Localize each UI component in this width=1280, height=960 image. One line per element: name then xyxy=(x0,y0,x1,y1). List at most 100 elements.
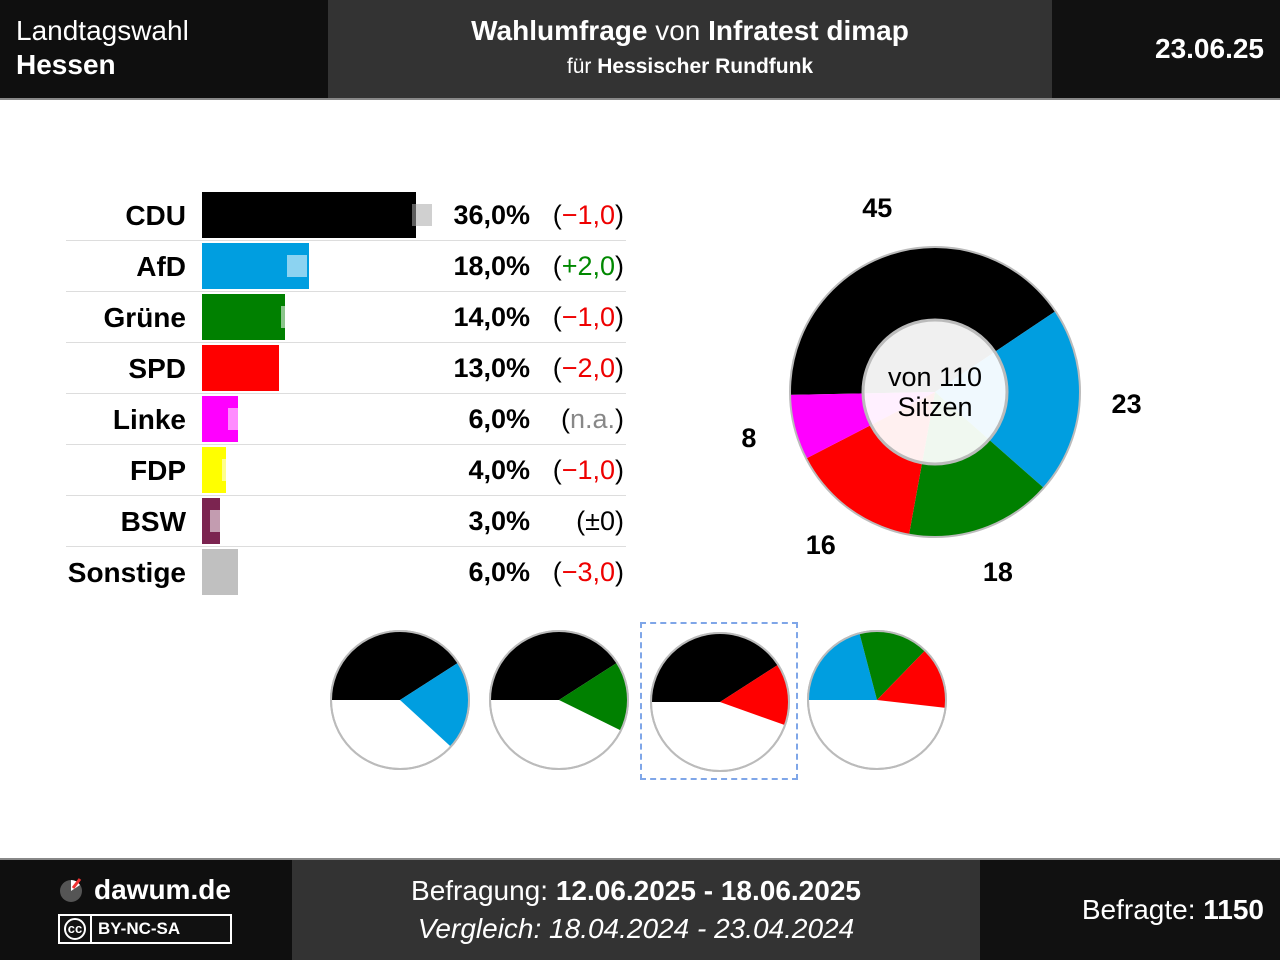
donut-center-line2: Sitzen xyxy=(897,392,973,422)
party-percentage: 36,0% xyxy=(453,200,530,230)
donut-hole xyxy=(861,318,1009,466)
party-percentage: 18,0% xyxy=(453,251,530,281)
paren-open: ( xyxy=(552,557,562,587)
party-percentage: 4,0% xyxy=(468,455,530,485)
change-value: −3,0 xyxy=(561,557,615,587)
coalition-pie[interactable] xyxy=(799,622,957,780)
pollster-name: Infratest dimap xyxy=(708,15,909,46)
previous-value-marker xyxy=(209,510,230,532)
party-name: AfD xyxy=(136,251,186,282)
coalition-pie-svg xyxy=(650,632,790,772)
poll-title: Wahlumfrage von Infratest dimap für Hess… xyxy=(328,0,1052,98)
paren-close: ) xyxy=(615,506,624,536)
party-percentage: 6,0% xyxy=(468,557,530,587)
party-name: CDU xyxy=(125,200,186,231)
coalition-pie-rim xyxy=(489,630,629,770)
paren-open: ( xyxy=(552,302,562,332)
poll-title-line: Wahlumfrage von Infratest dimap xyxy=(328,14,1052,48)
coalition-segment xyxy=(331,631,459,700)
sample-size: Befragte: 1150 xyxy=(980,860,1280,960)
previous-value-marker xyxy=(411,204,432,226)
survey-period: Befragung: 12.06.2025 - 18.06.2025 xyxy=(292,874,980,908)
survey-period-label: Befragung: xyxy=(411,875,556,906)
previous-value-marker xyxy=(287,255,308,277)
party-bar xyxy=(202,549,238,595)
poll-client-prefix: für xyxy=(566,55,598,78)
party-change: (±0) xyxy=(536,496,624,547)
compare-period: Vergleich: 18.04.2024 - 23.04.2024 xyxy=(292,912,980,946)
previous-value-marker xyxy=(245,561,266,583)
party-name: FDP xyxy=(130,455,186,486)
coalition-pie-svg xyxy=(489,630,629,770)
coalition-segment xyxy=(808,633,877,700)
brand[interactable]: dawum.de xyxy=(58,874,231,906)
sample-size-value: 1150 xyxy=(1203,894,1264,925)
paren-close: ) xyxy=(615,404,624,434)
cc-icon-text: cc xyxy=(64,918,86,940)
party-name: BSW xyxy=(120,506,186,537)
coalition-pie-svg xyxy=(330,630,470,770)
paren-open: ( xyxy=(552,200,562,230)
coalition-pie-rim xyxy=(807,630,947,770)
poll-title-von: von xyxy=(647,15,709,46)
paren-open: ( xyxy=(552,251,562,281)
coalition-pie[interactable] xyxy=(481,622,639,780)
previous-value-marker xyxy=(281,306,302,328)
party-change: (−1,0) xyxy=(536,445,624,496)
paren-close: ) xyxy=(615,557,624,587)
party-bar xyxy=(202,447,226,493)
party-row: Grüne 14,0% (−1,0) xyxy=(66,292,626,343)
change-value: −1,0 xyxy=(561,302,615,332)
party-name: Sonstige xyxy=(67,557,186,588)
coalition-pie[interactable] xyxy=(640,622,798,780)
paren-close: ) xyxy=(615,200,624,230)
coalition-segment xyxy=(859,631,926,700)
previous-value-marker xyxy=(281,357,302,379)
coalition-segment xyxy=(720,664,789,726)
paren-open: ( xyxy=(560,404,570,434)
survey-period-value: 12.06.2025 - 18.06.2025 xyxy=(555,875,861,906)
change-value: +2,0 xyxy=(561,251,615,281)
coalition-segment xyxy=(490,631,618,700)
seat-count-label: 8 xyxy=(741,423,757,454)
seat-distribution-chart: 45 23 18 16 8 von 110 Sitzen xyxy=(736,190,1156,590)
coalition-segment xyxy=(877,650,946,708)
party-percentage: 3,0% xyxy=(468,506,530,536)
party-percentage: 14,0% xyxy=(453,302,530,332)
brand-name: dawum.de xyxy=(94,874,231,905)
change-value: ±0 xyxy=(585,506,615,536)
paren-open: ( xyxy=(552,455,562,485)
coalition-pie-svg xyxy=(807,630,947,770)
previous-value-marker xyxy=(227,408,248,430)
party-row: Sonstige 6,0% (−3,0) xyxy=(66,547,626,598)
donut-outline xyxy=(789,246,1081,538)
donut-center-line1: von 110 xyxy=(887,362,983,392)
poll-title-word: Wahlumfrage xyxy=(471,15,648,46)
seat-count-label: 45 xyxy=(862,192,893,223)
sample-size-label: Befragte: xyxy=(1081,894,1204,925)
results-bar-chart: CDU 36,0% (−1,0) AfD 18,0% (+2,0) Grüne 14,0% (−… xyxy=(66,190,626,598)
cc-icon: cc xyxy=(60,916,90,942)
party-name: SPD xyxy=(128,353,186,384)
header-divider xyxy=(0,98,1280,100)
party-row: AfD 18,0% (+2,0) xyxy=(66,241,626,292)
poll-client: Hessischer Rundfunk xyxy=(597,55,814,78)
paren-close: ) xyxy=(615,251,624,281)
party-change: (n.a.) xyxy=(536,394,624,445)
party-row: BSW 3,0% (±0) xyxy=(66,496,626,547)
election-title: Landtagswahl Hessen xyxy=(0,0,328,98)
party-change: (−3,0) xyxy=(536,547,624,598)
dawum-logo-icon xyxy=(60,878,82,902)
party-percentage: 6,0% xyxy=(468,404,530,434)
paren-close: ) xyxy=(615,455,624,485)
compare-period-value: 18.04.2024 - 23.04.2024 xyxy=(549,913,855,944)
license-badge[interactable]: cc BY-NC-SA xyxy=(58,914,232,944)
paren-close: ) xyxy=(615,353,624,383)
change-value: −1,0 xyxy=(561,200,615,230)
party-change: (+2,0) xyxy=(536,241,624,292)
election-region: Hessen xyxy=(16,49,116,80)
coalition-pie[interactable] xyxy=(322,622,480,780)
coalition-segment xyxy=(400,662,469,747)
party-change: (−2,0) xyxy=(536,343,624,394)
footer-divider xyxy=(0,858,1280,860)
